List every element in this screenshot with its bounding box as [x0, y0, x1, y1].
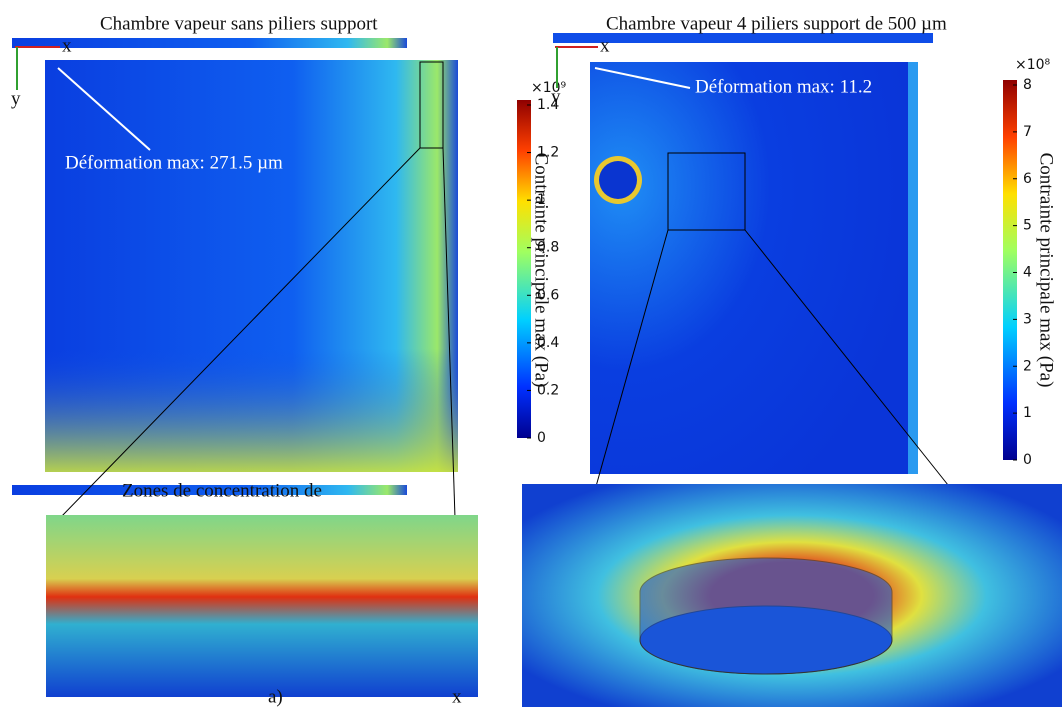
colorbar-tick-label: 3 — [1023, 311, 1032, 327]
colorbar-tick-label: 1.4 — [537, 97, 559, 113]
zoom-line — [442, 147, 456, 519]
colorbar-tick-label: 4 — [1023, 265, 1032, 281]
colorbar-tick-label: 1 — [537, 192, 546, 208]
colorbar-tick-label: 0.2 — [537, 382, 559, 398]
inset-view — [46, 515, 478, 697]
inset-caption: Zones de concentration de — [122, 480, 322, 501]
colorbar-tick-label: 8 — [1023, 77, 1032, 93]
colorbar-label: Contrainte principale max (Pa) — [1036, 153, 1057, 388]
colorbar-tick-label: 0.6 — [537, 287, 559, 303]
simulation-map — [590, 62, 918, 474]
title: Chambre vapeur 4 piliers support de 500 … — [606, 13, 947, 34]
axis-label: x — [62, 35, 72, 56]
zoom-line — [59, 147, 421, 519]
colorbar-multiplier: ×10⁸ — [1015, 57, 1051, 73]
right-panel: Chambre vapeur 4 piliers support de 500 … — [522, 13, 1062, 707]
colorbar-tick-label: 0 — [1023, 452, 1032, 468]
zoom-line — [594, 229, 669, 491]
axis-label: y — [11, 88, 21, 109]
strip — [12, 485, 407, 495]
colorbar — [1003, 80, 1017, 460]
axis-label: x — [600, 35, 610, 56]
annotation: Déformation max: 271.5 µm — [65, 152, 283, 173]
colorbar-tick-label: 0.4 — [537, 335, 559, 351]
axis-label: x — [452, 686, 462, 707]
annotation-arrow — [57, 67, 151, 151]
annotation: Déformation max: 11.2 — [695, 76, 872, 97]
colorbar — [517, 100, 531, 438]
colorbar-tick-label: 7 — [1023, 124, 1032, 140]
simulation-overlay — [45, 60, 458, 472]
left-panel: Chambre vapeur sans piliers support x y … — [11, 13, 567, 707]
colorbar-multiplier: ×10⁹ — [531, 80, 567, 96]
annotation-arrow — [594, 67, 691, 89]
strip — [553, 33, 933, 43]
colorbar-tick-label: 2 — [1023, 358, 1032, 374]
zoom-line — [744, 229, 953, 491]
title: Chambre vapeur sans piliers support — [100, 13, 378, 34]
colorbar-tick-label: 0.8 — [537, 240, 559, 256]
strip — [12, 38, 407, 48]
edge — [908, 62, 918, 474]
colorbar-tick-label: 1 — [1023, 405, 1032, 421]
pillar-wall — [639, 557, 893, 675]
colorbar-tick-label: 1.2 — [537, 145, 559, 161]
zoom-box — [667, 152, 746, 231]
zoom-box — [419, 61, 444, 149]
colorbar-tick-label: 0 — [537, 430, 546, 446]
pillar — [599, 161, 637, 199]
axis-label: y — [551, 86, 561, 107]
colorbar-tick-label: 6 — [1023, 171, 1032, 187]
panel-label: a) — [268, 686, 283, 707]
colorbar-label: Contrainte principale max (Pa) — [531, 153, 552, 388]
colorbar-tick-label: 5 — [1023, 218, 1032, 234]
